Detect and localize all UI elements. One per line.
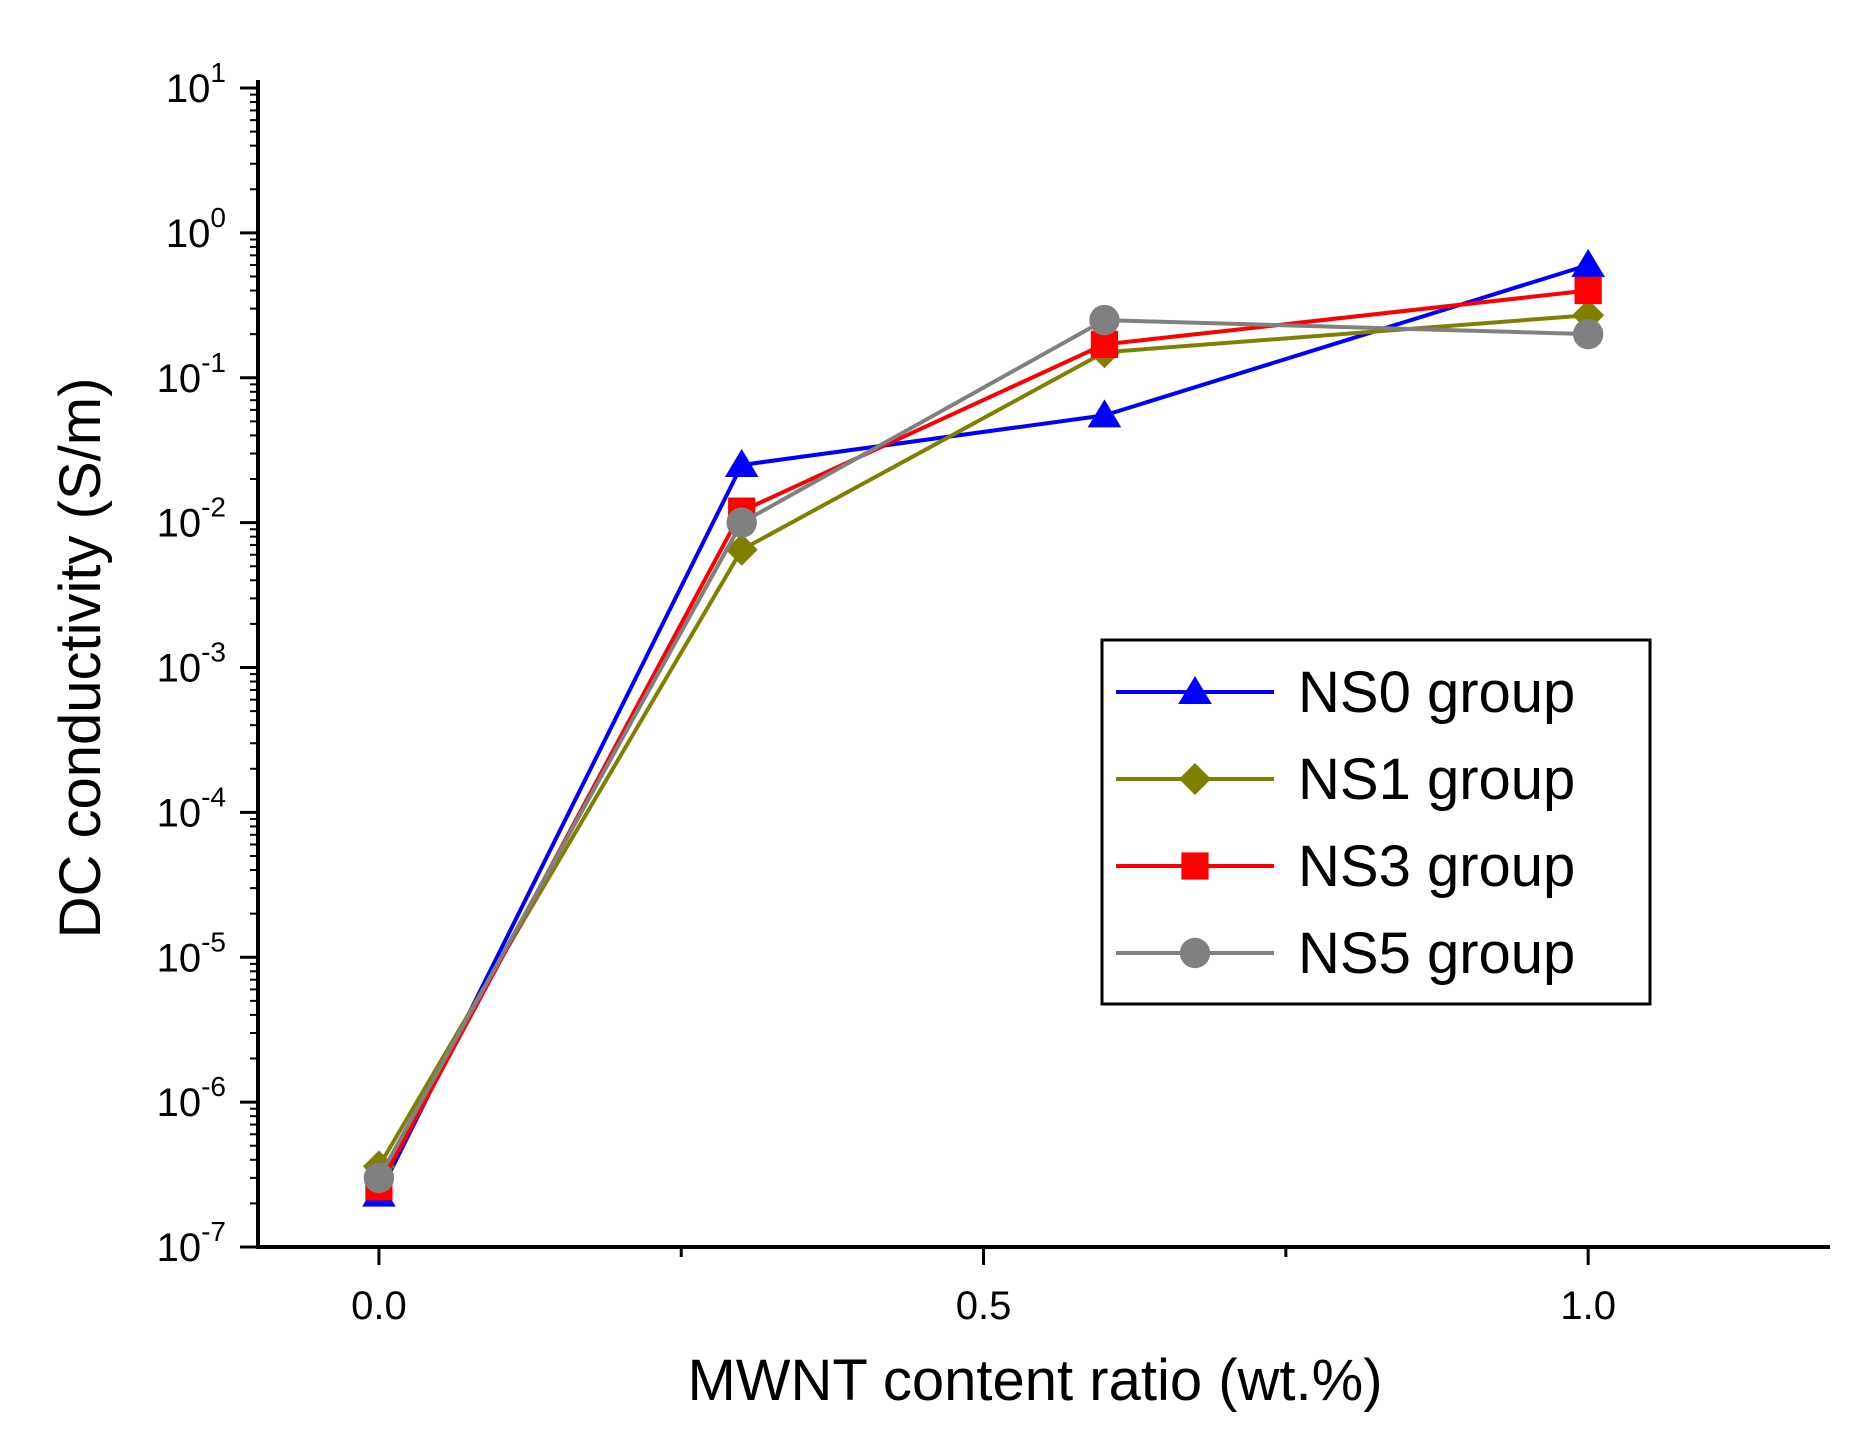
y-tick-label: 101 bbox=[166, 57, 226, 111]
marker-diamond bbox=[1179, 763, 1211, 795]
marker-triangle bbox=[1571, 249, 1605, 278]
legend-label: NS5 group bbox=[1298, 921, 1575, 986]
x-axis-title: MWNT content ratio (wt.%) bbox=[687, 1348, 1382, 1413]
marker-diamond bbox=[725, 533, 758, 566]
series-line bbox=[377, 318, 1589, 1179]
series-layer bbox=[362, 249, 1605, 1207]
legend-label: NS1 group bbox=[1298, 747, 1575, 812]
marker-triangle bbox=[1087, 399, 1122, 428]
legend-label: NS0 group bbox=[1298, 660, 1575, 725]
y-tick-label: 10-1 bbox=[157, 347, 226, 401]
y-tick-label: 100 bbox=[166, 202, 226, 256]
marker-triangle bbox=[724, 448, 759, 477]
marker-square bbox=[1574, 276, 1602, 305]
x-tick-label: 0.0 bbox=[351, 1284, 407, 1328]
series-line bbox=[377, 313, 1589, 1168]
legend-label: NS3 group bbox=[1298, 834, 1575, 899]
y-tick-label: 10-4 bbox=[157, 781, 226, 835]
series-line bbox=[377, 263, 1589, 1196]
plot-area bbox=[256, 80, 1830, 1249]
marker-triangle bbox=[1178, 676, 1212, 704]
series-ns5-group bbox=[363, 304, 1604, 1194]
y-axis-title: DC conductivity (S/m) bbox=[48, 378, 113, 939]
y-tick-label: 10-7 bbox=[157, 1216, 226, 1270]
legend-item: NS3 group bbox=[1116, 834, 1575, 899]
marker-circle bbox=[1179, 937, 1211, 969]
x-tick-label: 0.5 bbox=[956, 1284, 1012, 1328]
marker-circle bbox=[1572, 318, 1604, 350]
y-axis-ticks: 101 100 10-1 10-2 10-3 10-4 10-5 10-6 10-7 bbox=[157, 57, 258, 1270]
x-tick-label: 1.0 bbox=[1560, 1284, 1616, 1328]
marker-circle bbox=[1089, 304, 1120, 336]
x-axis-ticks: 0.0 0.5 1.0 bbox=[351, 1247, 1616, 1328]
legend-item: NS0 group bbox=[1116, 660, 1575, 725]
legend-item: NS5 group bbox=[1116, 921, 1575, 986]
y-tick-label: 10-5 bbox=[157, 926, 226, 980]
y-tick-label: 10-6 bbox=[157, 1071, 226, 1125]
marker-circle bbox=[363, 1162, 395, 1194]
marker-square bbox=[1181, 852, 1209, 880]
y-tick-label: 10-3 bbox=[157, 637, 226, 691]
legend-item: NS1 group bbox=[1116, 747, 1575, 812]
y-tick-label: 10-2 bbox=[157, 492, 226, 546]
marker-circle bbox=[726, 507, 757, 538]
legend: NS0 group NS1 group NS3 group NS5 group bbox=[1100, 638, 1652, 1006]
